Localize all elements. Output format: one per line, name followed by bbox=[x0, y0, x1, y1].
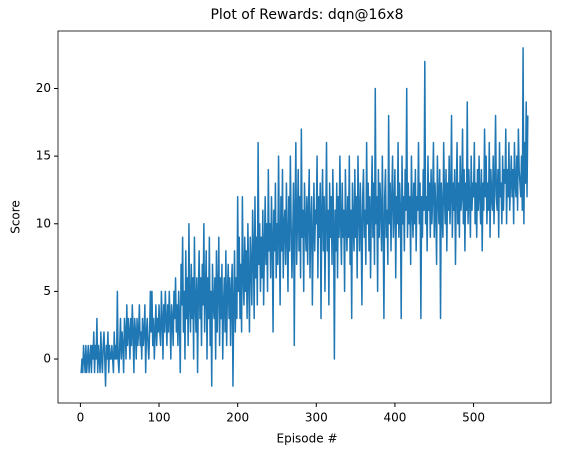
y-tick-label: 20 bbox=[36, 81, 51, 95]
x-tick-label: 500 bbox=[462, 411, 485, 425]
x-axis-label: Episode # bbox=[277, 432, 338, 446]
y-tick-label: 10 bbox=[36, 216, 51, 230]
x-tick-label: 100 bbox=[148, 411, 171, 425]
y-tick-label: 5 bbox=[43, 284, 51, 298]
y-axis-label: Score bbox=[9, 200, 23, 234]
x-tick-label: 0 bbox=[77, 411, 85, 425]
plot-frame bbox=[57, 30, 552, 404]
x-tick-label: 200 bbox=[226, 411, 249, 425]
x-tick-label: 300 bbox=[305, 411, 328, 425]
chart-title: Plot of Rewards: dqn@16x8 bbox=[210, 7, 403, 23]
y-tick-label: 15 bbox=[36, 149, 51, 163]
x-tick-label: 400 bbox=[383, 411, 406, 425]
y-tick-label: 0 bbox=[43, 352, 51, 366]
line bbox=[80, 47, 529, 387]
